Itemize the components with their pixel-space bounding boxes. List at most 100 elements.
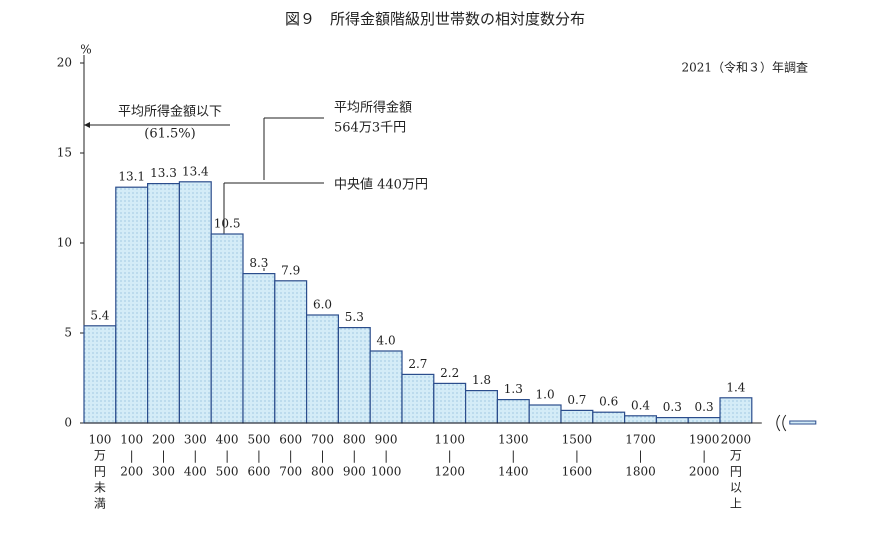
x-tick-label: 400 — [184, 465, 207, 479]
x-tick-label: 1700 — [625, 433, 656, 447]
x-tick-label: 600 — [247, 465, 270, 479]
bar — [592, 411, 626, 424]
bar — [147, 183, 181, 424]
x-tick-label: | — [702, 449, 706, 463]
x-tick-label: | — [289, 449, 293, 463]
bar — [623, 415, 657, 424]
value-label: 6.0 — [313, 298, 332, 312]
x-tick-label: 700 — [311, 433, 334, 447]
axis-break — [776, 414, 787, 432]
x-tick-label: | — [193, 449, 197, 463]
bar — [433, 382, 467, 424]
x-tick-label: 1200 — [434, 465, 465, 479]
bar — [178, 181, 212, 424]
x-tick-label: 2000 — [689, 465, 720, 479]
x-tick-label: 円 — [94, 465, 106, 479]
x-tick-label: 800 — [343, 433, 366, 447]
x-tick-label: | — [320, 449, 324, 463]
value-label: 0.3 — [695, 400, 714, 414]
annotation: 564万3千円 — [334, 121, 406, 136]
x-tick-label: 1800 — [625, 465, 656, 479]
x-tick-label: 800 — [311, 465, 334, 479]
y-tick-label: 10 — [57, 236, 72, 250]
x-tick-label: 円 — [730, 465, 742, 479]
bar — [655, 417, 689, 424]
x-tick-label: | — [352, 449, 356, 463]
x-tick-label: 700 — [279, 465, 302, 479]
annotation: 平均所得金額以下 — [118, 104, 222, 120]
value-label: 13.3 — [150, 166, 177, 180]
value-label: 7.9 — [281, 263, 300, 277]
bar — [719, 397, 753, 424]
bar — [274, 280, 308, 424]
y-tick-label: 0 — [64, 416, 72, 430]
y-tick-label: 20 — [57, 56, 72, 70]
value-label: 5.3 — [345, 310, 364, 324]
arrow-head — [84, 122, 90, 128]
bar — [210, 233, 244, 424]
annotation: (61.5%) — [144, 127, 195, 142]
value-label: 0.4 — [631, 398, 650, 412]
x-tick-label: 1400 — [498, 465, 529, 479]
x-tick-label: 万 — [730, 449, 742, 463]
x-tick-label: 600 — [279, 433, 302, 447]
x-tick-label: 1600 — [562, 465, 593, 479]
x-tick-label: 上 — [730, 497, 742, 511]
x-tick-label: | — [130, 449, 134, 463]
value-label: 5.4 — [90, 308, 109, 322]
x-tick-label: 300 — [184, 433, 207, 447]
x-tick-label: 200 — [152, 433, 175, 447]
value-label: 2.7 — [408, 357, 427, 371]
axis-tail — [789, 420, 817, 425]
x-tick-label: 400 — [216, 433, 239, 447]
x-tick-label: 1500 — [562, 433, 593, 447]
x-tick-label: 500 — [247, 433, 270, 447]
bar — [401, 373, 435, 424]
y-tick-label: 15 — [57, 146, 72, 160]
x-tick-label: | — [161, 449, 165, 463]
bar — [337, 327, 371, 424]
bar — [465, 390, 499, 424]
bar — [242, 273, 276, 424]
x-tick-label: 1000 — [371, 465, 402, 479]
bar — [306, 314, 340, 424]
subtitle: 2021（令和３）年調査 — [681, 60, 808, 75]
y-axis-label: % — [80, 43, 91, 57]
x-tick-label: | — [638, 449, 642, 463]
x-tick-label: 200 — [120, 465, 143, 479]
value-label: 13.4 — [182, 164, 209, 178]
x-tick-label: 万 — [94, 449, 106, 463]
value-label: 8.3 — [249, 256, 268, 270]
bar — [496, 399, 530, 424]
value-label: 1.0 — [536, 388, 555, 402]
chart-title: 図９ 所得金額階級別世帯数の相対度数分布 — [285, 10, 585, 28]
x-tick-label: 満 — [94, 497, 106, 511]
x-tick-label: 500 — [216, 465, 239, 479]
x-tick-label: 1300 — [498, 433, 529, 447]
value-label: 0.3 — [663, 400, 682, 414]
x-tick-label: 1900 — [689, 433, 720, 447]
annotation: 中央値 440万円 — [334, 177, 428, 193]
bar — [115, 186, 149, 424]
x-tick-label: | — [448, 449, 452, 463]
x-tick-label: 1100 — [434, 433, 465, 447]
bar — [369, 350, 403, 424]
value-label: 1.3 — [504, 382, 523, 396]
x-tick-label: 以 — [730, 481, 742, 495]
bar — [528, 404, 562, 424]
bar — [560, 409, 594, 424]
value-label: 0.6 — [599, 395, 618, 409]
x-tick-label: | — [575, 449, 579, 463]
annotation: 平均所得金額 — [334, 100, 412, 116]
x-tick-label: | — [384, 449, 388, 463]
value-label: 1.8 — [472, 373, 491, 387]
y-tick-label: 5 — [64, 326, 72, 340]
value-label: 2.2 — [440, 366, 459, 380]
x-tick-label: | — [257, 449, 261, 463]
value-label: 10.5 — [214, 217, 241, 231]
bar — [83, 325, 117, 424]
bar — [687, 417, 721, 424]
x-tick-label: 100 — [88, 433, 111, 447]
x-tick-label: 900 — [375, 433, 398, 447]
